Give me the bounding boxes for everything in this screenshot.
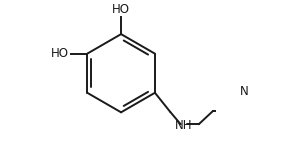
Text: NH: NH [175, 119, 192, 132]
Text: HO: HO [112, 3, 130, 16]
Text: HO: HO [51, 47, 69, 60]
Text: N: N [240, 85, 249, 98]
